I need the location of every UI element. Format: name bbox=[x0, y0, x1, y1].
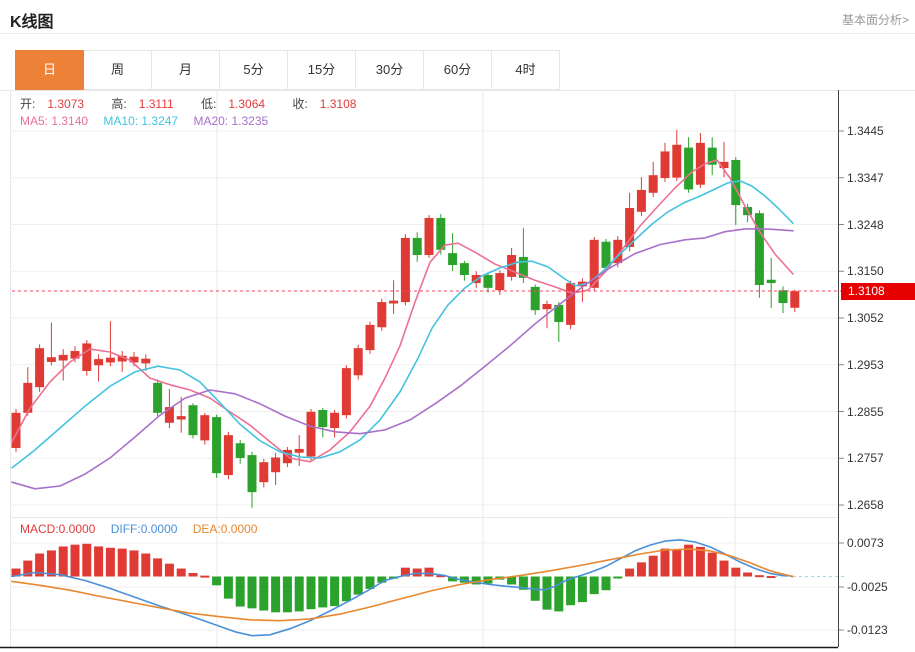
macd-axis-label: -0.0025 bbox=[847, 580, 888, 594]
tab-月[interactable]: 月 bbox=[151, 50, 220, 90]
close-label: 收: bbox=[292, 97, 308, 111]
fundamental-analysis-link[interactable]: 基本面分析> bbox=[841, 13, 909, 27]
price-axis-label: 1.3347 bbox=[847, 170, 884, 185]
open-value: 1.3073 bbox=[47, 97, 85, 111]
price-axis-label: 1.2757 bbox=[847, 451, 884, 466]
dea-value-readout: DEA:0.0000 bbox=[192, 522, 258, 536]
price-axis-label: 1.2658 bbox=[847, 498, 884, 512]
macd-axis-label: -0.0123 bbox=[847, 623, 888, 637]
close-value: 1.3108 bbox=[319, 97, 357, 111]
macd-axis-label: 0.0073 bbox=[847, 536, 884, 550]
page-title: K线图 bbox=[10, 14, 54, 31]
price-axis-label: 1.2855 bbox=[847, 404, 884, 419]
chart-plot-area[interactable] bbox=[10, 90, 838, 647]
tab-30分[interactable]: 30分 bbox=[355, 50, 424, 90]
ma5-readout: MA5: 1.3140 bbox=[20, 114, 89, 128]
open-label: 开: bbox=[20, 97, 36, 111]
macd-readout: MACD:0.0000 DIFF:0.0000 DEA:0.0000 bbox=[20, 522, 269, 536]
price-axis-label: 1.3445 bbox=[847, 124, 884, 138]
price-axis-label: 1.2953 bbox=[847, 357, 884, 372]
tab-4时[interactable]: 4时 bbox=[491, 50, 560, 90]
ma20-readout: MA20: 1.3235 bbox=[193, 114, 269, 128]
ma-readout: MA5: 1.3140 MA10: 1.3247 MA20: 1.3235 bbox=[20, 114, 280, 128]
low-value: 1.3064 bbox=[228, 97, 266, 111]
ohlc-readout: 开: 1.3073 高: 1.3111 低: 1.3064 收: 1.3108 bbox=[20, 97, 380, 111]
price-axis-label: 1.3150 bbox=[847, 264, 884, 279]
diff-value-readout: DIFF:0.0000 bbox=[110, 522, 178, 536]
tab-周[interactable]: 周 bbox=[83, 50, 152, 90]
ma10-readout: MA10: 1.3247 bbox=[103, 114, 179, 128]
tab-15分[interactable]: 15分 bbox=[287, 50, 356, 90]
tab-日[interactable]: 日 bbox=[15, 50, 84, 90]
current-price-badge: 1.3108 bbox=[841, 283, 915, 300]
high-label: 高: bbox=[111, 97, 127, 111]
current-price-value: 1.3108 bbox=[848, 284, 885, 298]
price-axis-label: 1.3248 bbox=[847, 217, 884, 232]
high-value: 1.3111 bbox=[138, 97, 174, 111]
period-tab-bar: 日周月 5分 15分 30分 60分 4时 bbox=[15, 50, 560, 90]
tab-60分[interactable]: 60分 bbox=[423, 50, 492, 90]
tab-5分[interactable]: 5分 bbox=[219, 50, 288, 90]
price-axis-label: 1.3052 bbox=[847, 311, 884, 325]
macd-value-readout: MACD:0.0000 bbox=[20, 522, 96, 536]
low-label: 低: bbox=[201, 97, 217, 111]
